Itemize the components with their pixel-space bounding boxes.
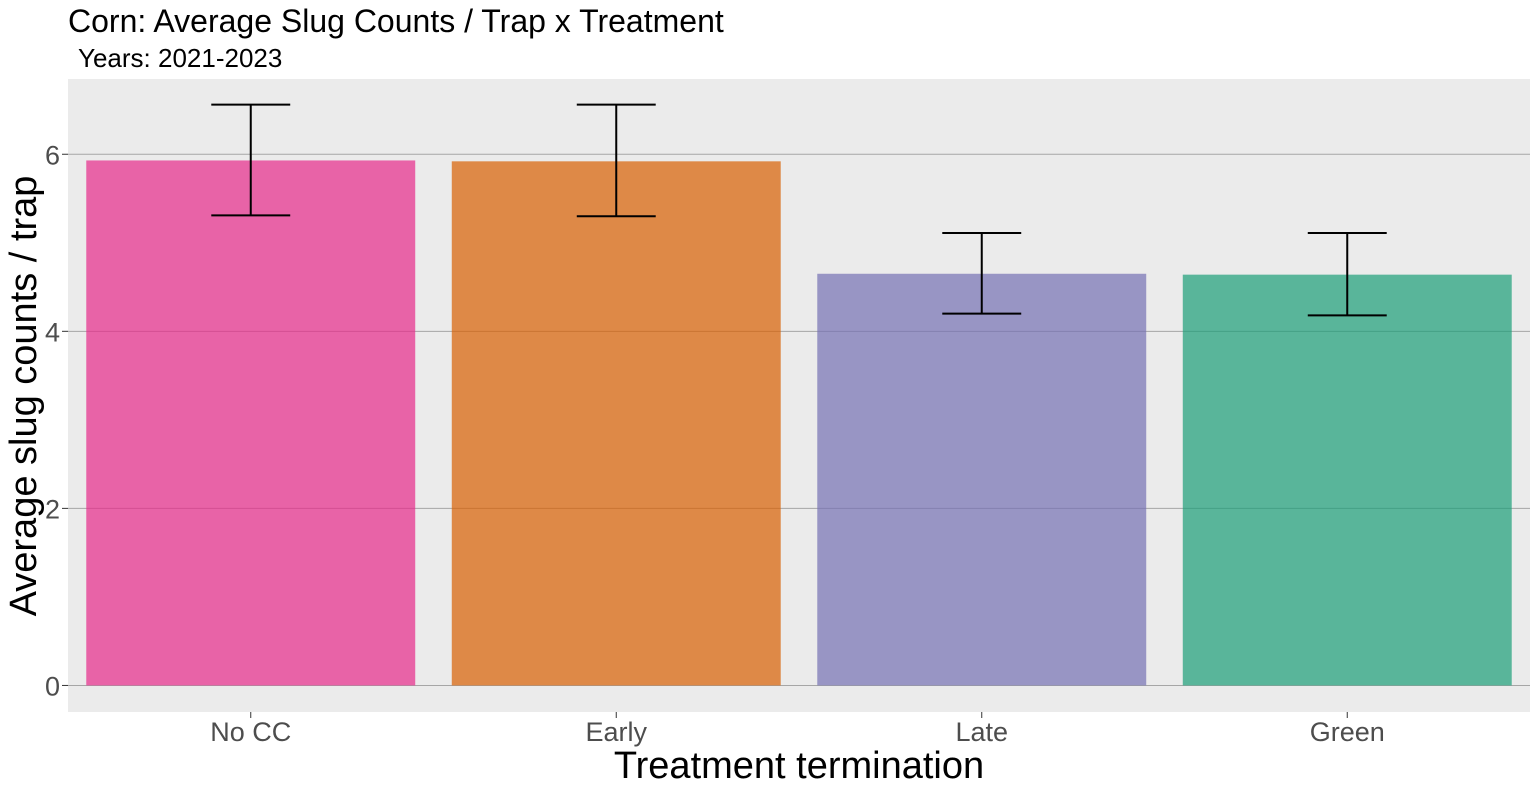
bar-green bbox=[1182, 274, 1512, 686]
error-bar bbox=[576, 103, 656, 218]
bar-early bbox=[451, 161, 781, 686]
x-tick-label: Green bbox=[1310, 717, 1385, 747]
y-axis-ticks: 0 2 4 6 bbox=[45, 140, 68, 701]
y-tick-label: 6 bbox=[45, 140, 60, 170]
x-axis-title: Treatment termination bbox=[614, 745, 984, 787]
chart-subtitle: Years: 2021-2023 bbox=[78, 43, 282, 73]
bars bbox=[86, 160, 1512, 686]
x-tick-label: No CC bbox=[210, 717, 291, 747]
y-tick-label: 0 bbox=[45, 671, 60, 701]
x-tick-label: Late bbox=[955, 717, 1008, 747]
bar-no-cc bbox=[86, 160, 416, 686]
x-axis-ticks: No CC Early Late Green bbox=[210, 712, 1385, 747]
y-tick-label: 4 bbox=[45, 317, 60, 347]
error-bar bbox=[1307, 232, 1387, 317]
chart-title: Corn: Average Slug Counts / Trap x Treat… bbox=[68, 3, 724, 39]
x-tick-label: Early bbox=[585, 717, 647, 747]
y-axis-title: Average slug counts / trap bbox=[3, 176, 45, 617]
error-bars bbox=[211, 103, 1387, 317]
error-bar bbox=[942, 232, 1022, 315]
error-bar bbox=[211, 103, 291, 217]
y-tick-label: 2 bbox=[45, 494, 60, 524]
bar-late bbox=[817, 273, 1147, 686]
